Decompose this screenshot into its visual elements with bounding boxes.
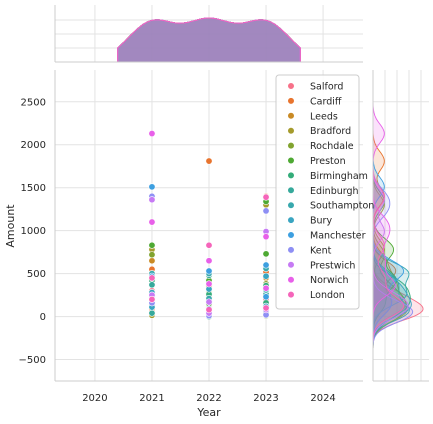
- point-london: [205, 241, 213, 249]
- point-manchester: [262, 261, 270, 269]
- point-preston: [148, 241, 156, 249]
- legend-label: Norwich: [310, 275, 348, 286]
- x-axis-title: Year: [196, 406, 221, 419]
- y-tick-label: 2500: [21, 97, 46, 108]
- top-kde-curves: [117, 17, 301, 63]
- legend-label: Preston: [310, 156, 346, 167]
- point-manchester: [205, 267, 213, 275]
- legend-label: Rochdale: [310, 141, 354, 152]
- legend-marker-salford: [287, 82, 295, 90]
- legend-marker-london: [287, 291, 295, 299]
- legend-label: Leeds: [310, 111, 338, 122]
- scatter-points: [148, 130, 270, 321]
- legend-marker-kent: [287, 246, 295, 254]
- point-bury: [262, 272, 270, 280]
- point-norwich: [148, 130, 156, 138]
- legend-marker-cardiff: [287, 97, 295, 105]
- legend-label: Birmingham: [310, 171, 368, 182]
- legend-label: Bradford: [310, 126, 351, 137]
- point-manchester: [262, 293, 270, 301]
- y-axis-title: Amount: [4, 204, 17, 248]
- legend-marker-preston: [287, 156, 295, 165]
- y-tick-labels: −500 0 500 1000 1500 2000 2500: [19, 97, 46, 366]
- point-cardiff: [205, 157, 213, 165]
- point-leeds: [148, 257, 156, 265]
- y-tick-label: 2000: [21, 140, 46, 151]
- point-prestwich: [148, 196, 156, 204]
- legend-label: Edinburgh: [310, 186, 359, 197]
- x-tick-label: 2021: [139, 393, 164, 404]
- point-norwich: [205, 257, 213, 265]
- legend-marker-edinburgh: [287, 186, 295, 194]
- point-norwich: [205, 280, 213, 288]
- x-tick-label: 2023: [253, 393, 278, 404]
- point-edinburgh: [148, 309, 156, 317]
- y-tick-label: 0: [40, 312, 46, 323]
- legend-label: Kent: [310, 245, 332, 256]
- y-tick-label: 500: [27, 269, 46, 280]
- legend-marker-birmingham: [287, 171, 295, 179]
- x-tick-label: 2022: [196, 393, 221, 404]
- point-preston: [262, 250, 270, 258]
- legend-marker-rochdale: [287, 142, 295, 150]
- point-london: [148, 274, 156, 282]
- legend-label: Southampton: [310, 201, 374, 212]
- point-manchester: [148, 183, 156, 191]
- legend-marker-prestwich: [287, 261, 295, 269]
- point-london: [262, 193, 270, 201]
- legend-label: Salford: [310, 82, 343, 93]
- x-tick-labels: 2020 2021 2022 2023 2024: [82, 393, 336, 404]
- legend-label: Cardiff: [310, 96, 342, 107]
- legend-label: Manchester: [310, 231, 366, 242]
- legend-label: Prestwich: [310, 260, 355, 271]
- point-kent: [262, 207, 270, 215]
- top-marginal-gridlines: [55, 5, 363, 62]
- y-tick-label: 1500: [21, 183, 46, 194]
- top-kde-london: [117, 17, 301, 63]
- point-norwich: [262, 233, 270, 241]
- y-tick-label: −500: [19, 355, 46, 366]
- point-london: [148, 295, 156, 303]
- point-rochdale: [148, 251, 156, 259]
- legend-marker-manchester: [287, 231, 295, 239]
- x-tick-label: 2020: [82, 393, 107, 404]
- legend-box: [275, 74, 360, 310]
- legend-marker-bradford: [287, 127, 295, 135]
- legend-marker-leeds: [287, 112, 295, 120]
- legend-marker-bury: [287, 216, 295, 224]
- top-marginal-kde: [54, 5, 363, 63]
- legend-marker-southampton: [287, 201, 295, 209]
- right-marginal-kde: [372, 70, 429, 382]
- point-london: [262, 304, 270, 312]
- point-norwich: [148, 218, 156, 226]
- point-norwich: [262, 284, 270, 292]
- x-tick-label: 2024: [310, 393, 335, 404]
- point-prestwich: [205, 298, 213, 306]
- y-tick-label: 1000: [21, 226, 46, 237]
- point-london: [205, 306, 213, 314]
- point-edinburgh: [148, 281, 156, 289]
- legend-marker-norwich: [287, 276, 295, 284]
- legend: Salford Cardiff Leeds Bradford Rochdale Prest…: [275, 74, 374, 310]
- right-marginal-gridlines: [373, 70, 429, 381]
- legend-label: Bury: [310, 216, 332, 227]
- right-kde-curves: [372, 84, 424, 369]
- legend-label: London: [310, 290, 345, 301]
